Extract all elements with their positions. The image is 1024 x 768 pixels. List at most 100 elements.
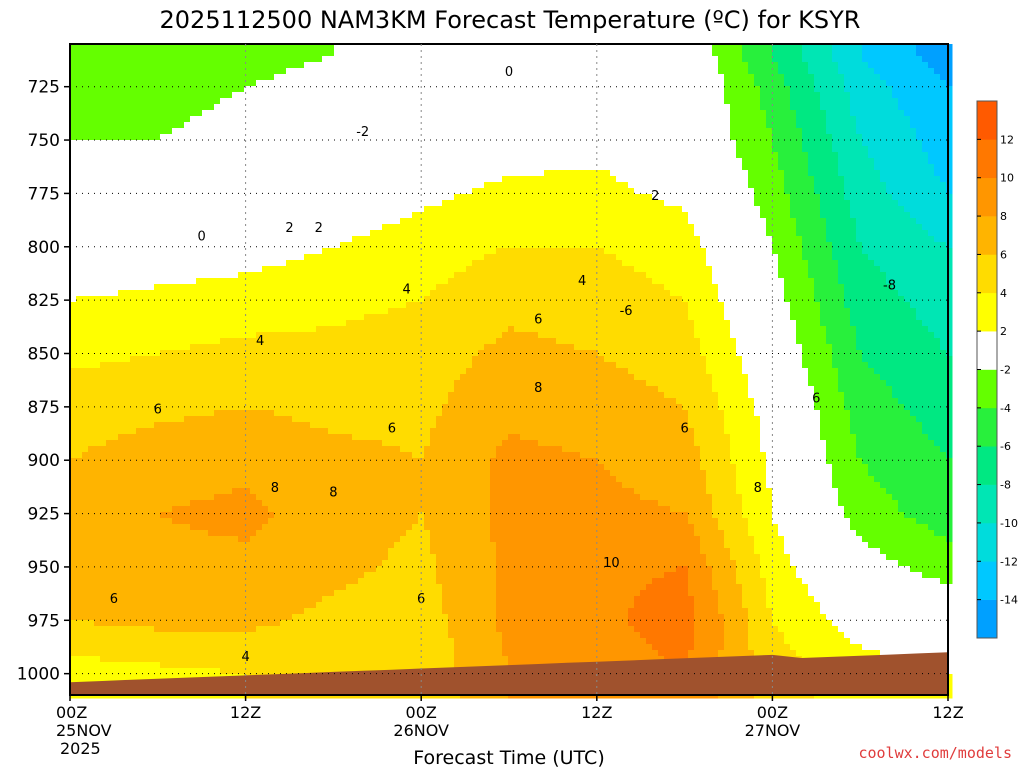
temperature-cell [388,206,395,213]
temperature-cell [916,236,923,243]
temperature-cell [664,236,671,243]
temperature-cell [616,116,623,123]
temperature-cell [298,140,305,147]
temperature-cell [280,152,287,159]
temperature-cell [376,134,383,141]
temperature-cell [100,170,107,177]
temperature-cell [100,200,107,207]
temperature-cell [682,140,689,147]
temperature-cell [298,146,305,153]
temperature-cell [706,128,713,135]
temperature-cell [550,86,557,93]
temperature-cell [94,140,101,147]
temperature-cell [310,110,317,117]
temperature-cell [118,104,125,111]
temperature-cell [664,74,671,81]
temperature-cell [370,74,377,81]
temperature-cell [754,62,761,69]
temperature-cell [430,134,437,141]
temperature-cell [640,218,647,225]
temperature-cell [358,92,365,99]
temperature-cell [382,140,389,147]
temperature-cell [346,86,353,93]
temperature-cell [112,44,119,51]
temperature-cell [532,74,539,81]
temperature-cell [484,242,491,249]
temperature-cell [718,242,725,249]
temperature-cell [406,158,413,165]
temperature-cell [448,230,455,237]
temperature-cell [544,68,551,75]
temperature-cell [736,134,743,141]
temperature-cell [610,230,617,237]
temperature-cell [304,68,311,75]
temperature-cell [568,68,575,75]
temperature-cell [316,230,323,237]
temperature-cell [490,122,497,129]
temperature-cell [430,206,437,213]
temperature-cell [910,134,917,141]
temperature-cell [184,122,191,129]
temperature-cell [82,236,89,243]
temperature-cell [118,116,125,123]
temperature-cell [928,164,935,171]
temperature-cell [166,104,173,111]
temperature-cell [148,170,155,177]
temperature-cell [604,146,611,153]
temperature-cell [772,98,779,105]
temperature-cell [472,122,479,129]
temperature-cell [604,74,611,81]
temperature-cell [928,86,935,93]
temperature-cell [820,104,827,111]
temperature-cell [538,218,545,225]
temperature-cell [424,122,431,129]
temperature-cell [490,74,497,81]
temperature-cell [778,146,785,153]
temperature-cell [94,68,101,75]
temperature-cell [892,200,899,207]
temperature-cell [538,92,545,99]
temperature-cell [580,230,587,237]
temperature-cell [166,140,173,147]
temperature-cell [136,230,143,237]
temperature-cell [430,170,437,177]
temperature-cell [148,134,155,141]
temperature-cell [754,56,761,63]
temperature-cell [682,188,689,195]
temperature-cell [382,230,389,237]
temperature-cell [496,200,503,207]
temperature-cell [676,152,683,159]
temperature-cell [298,236,305,243]
temperature-cell [790,200,797,207]
temperature-cell [316,170,323,177]
temperature-cell [448,194,455,201]
temperature-cell [742,134,749,141]
temperature-cell [340,194,347,201]
temperature-cell [484,122,491,129]
temperature-cell [736,86,743,93]
temperature-cell [394,146,401,153]
temperature-cell [508,224,515,231]
temperature-cell [772,170,779,177]
temperature-cell [394,170,401,177]
temperature-cell [442,176,449,183]
temperature-cell [610,194,617,201]
temperature-cell [634,92,641,99]
temperature-cell [670,182,677,189]
temperature-cell [652,236,659,243]
temperature-cell [106,176,113,183]
temperature-cell [292,134,299,141]
temperature-cell [70,56,77,63]
temperature-cell [928,236,935,243]
temperature-cell [532,200,539,207]
temperature-cell [940,110,947,117]
temperature-cell [340,74,347,81]
temperature-cell [178,218,185,225]
temperature-cell [748,56,755,63]
temperature-cell [760,146,767,153]
temperature-cell [274,218,281,225]
temperature-cell [106,56,113,63]
temperature-cell [448,68,455,75]
temperature-cell [592,92,599,99]
temperature-cell [886,146,893,153]
